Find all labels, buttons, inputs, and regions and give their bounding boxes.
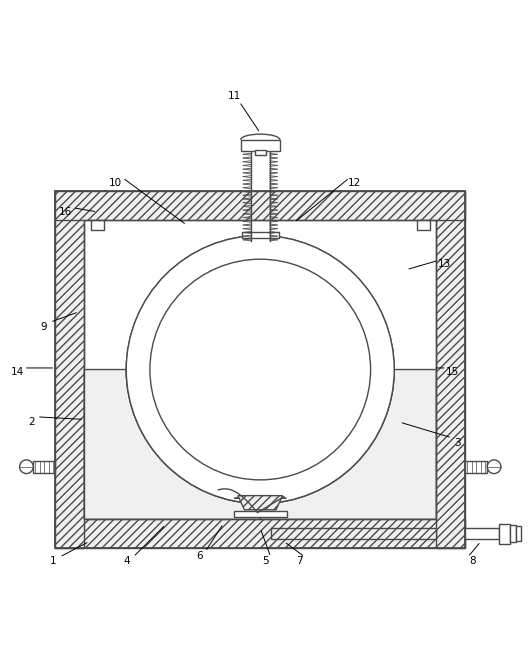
Text: 2: 2 [28, 417, 35, 427]
Bar [55, 191, 84, 548]
Text: 13: 13 [438, 259, 451, 269]
Bar [465, 461, 487, 472]
Bar [271, 529, 436, 539]
Circle shape [126, 236, 394, 504]
Bar [510, 525, 516, 542]
Bar [241, 140, 280, 151]
Text: 5: 5 [262, 556, 269, 567]
Bar [91, 220, 104, 231]
Bar [234, 511, 287, 517]
Circle shape [20, 460, 33, 474]
Bar [84, 220, 436, 519]
Text: 15: 15 [446, 367, 459, 377]
Text: 3: 3 [454, 438, 460, 448]
Bar [254, 150, 266, 155]
Text: 16: 16 [59, 207, 72, 217]
Polygon shape [84, 369, 260, 519]
Text: 6: 6 [196, 551, 203, 561]
Bar [55, 191, 465, 548]
Text: 8: 8 [470, 556, 476, 567]
Bar [416, 220, 430, 231]
Text: 14: 14 [11, 367, 24, 377]
Bar [499, 524, 510, 544]
Text: 12: 12 [348, 178, 362, 188]
Text: 11: 11 [227, 91, 241, 102]
Text: 1: 1 [49, 556, 56, 567]
Polygon shape [234, 496, 287, 498]
Bar [33, 461, 55, 472]
Text: 7: 7 [296, 556, 303, 567]
Bar [55, 519, 465, 548]
Bar [55, 191, 465, 220]
Polygon shape [260, 369, 436, 519]
Bar [242, 232, 279, 238]
Text: 10: 10 [109, 178, 122, 188]
Bar [436, 191, 465, 548]
Circle shape [150, 259, 371, 480]
Circle shape [126, 236, 394, 504]
Polygon shape [238, 496, 282, 510]
Bar [84, 220, 436, 519]
Text: 4: 4 [123, 556, 130, 567]
Bar [465, 529, 499, 539]
Circle shape [487, 460, 501, 474]
Circle shape [150, 259, 371, 480]
Text: 9: 9 [40, 322, 47, 333]
Bar [516, 527, 521, 541]
